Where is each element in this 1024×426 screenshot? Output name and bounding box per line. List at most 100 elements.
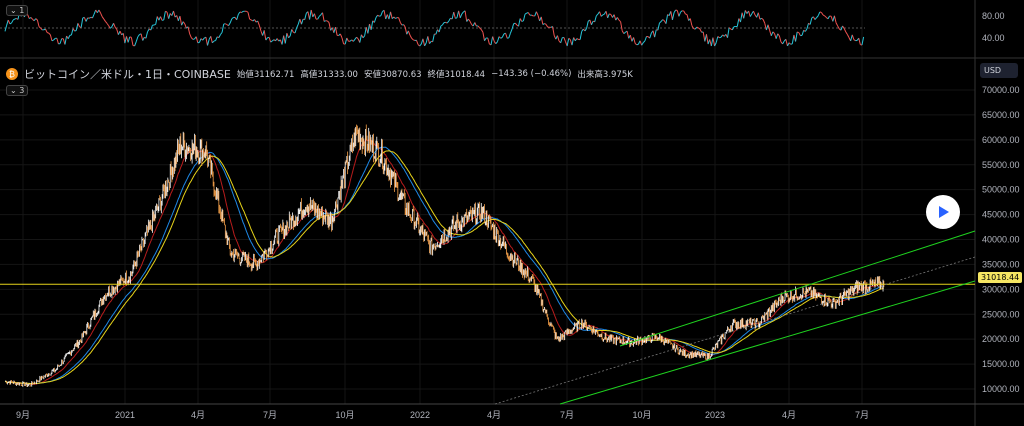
oscillator-segment [451, 11, 455, 20]
volume-value: 出来高3.975K [577, 70, 633, 80]
oscillator-segment [85, 17, 89, 22]
oscillator-segment [140, 33, 144, 41]
oscillator-segment [304, 13, 307, 20]
oscillator-segment [236, 14, 239, 20]
oscillator-segment [633, 37, 636, 44]
oscillator-segment [479, 27, 482, 30]
oscillator-segment [98, 9, 102, 14]
oscillator-segment [273, 39, 276, 42]
oscillator-segment [346, 37, 349, 42]
oscillator-segment [379, 15, 381, 17]
oscillator-segment [788, 42, 792, 45]
oscillator-segment [626, 30, 630, 39]
oscillator-segment [508, 33, 511, 39]
oscillator-segment [390, 11, 393, 19]
oscillator-segment [524, 12, 527, 15]
oscillator-segment [130, 37, 134, 46]
oscillator-segment [284, 33, 288, 44]
oscillator-segment [352, 39, 356, 42]
oscillator-segment [814, 17, 818, 20]
oscillator-toggle[interactable]: ⌄ 1 [6, 5, 29, 16]
oscillator-segment [297, 18, 301, 25]
last-price-label: 31018.44 [978, 272, 1023, 283]
oscillator-segment [812, 16, 816, 20]
ma-slow-line [4, 150, 885, 385]
price-tick-label: 65000.00 [982, 110, 1020, 120]
oscillator-segment [72, 28, 76, 32]
oscillator-segment [160, 16, 163, 21]
oscillator-segment [490, 36, 494, 45]
oscillator-segment [797, 31, 799, 34]
oscillator-segment [210, 36, 213, 43]
oscillator-segment [440, 24, 443, 27]
oscillator-segment [370, 20, 374, 30]
oscillator-segment [600, 14, 604, 17]
oscillator-segment [93, 9, 97, 15]
price-tick-label: 30000.00 [982, 284, 1020, 294]
oscillator-segment [715, 36, 719, 43]
oscillator-segment [665, 14, 669, 24]
oscillator-segment [484, 37, 487, 41]
oscillator-segment [237, 11, 241, 15]
oscillator-segment [639, 40, 643, 46]
oscillator-segment [777, 33, 780, 37]
bitcoin-icon: ₿ [6, 68, 18, 80]
currency-button[interactable]: USD [980, 63, 1018, 78]
oscillator-segment [689, 18, 693, 26]
oscillator-segment [526, 12, 529, 14]
oscillator-segment [36, 19, 40, 27]
oscillator-segment [497, 36, 500, 42]
oscillator-segment [671, 12, 675, 20]
oscillator-segment [181, 21, 184, 26]
oscillator-segment [727, 27, 730, 38]
oscillator-segment [511, 23, 515, 30]
oscillator-segment [453, 11, 456, 19]
oscillator-segment [566, 38, 570, 47]
oscillator-segment [213, 40, 216, 42]
oscillator-segment [702, 31, 706, 42]
oscillator-segment [339, 33, 343, 38]
oscillator-segment [843, 28, 847, 33]
oscillator-segment [134, 41, 137, 47]
oscillator-segment [456, 10, 460, 18]
oscillator-segment [129, 36, 132, 38]
oscillator-segment [641, 42, 644, 46]
oscillator-segment [322, 12, 325, 22]
oscillator-segment [534, 11, 537, 17]
oscillator-segment [70, 28, 74, 36]
oscillator-segment [576, 38, 579, 40]
oscillator-tick-label: 80.00 [982, 11, 1005, 21]
oscillator-segment [409, 34, 413, 39]
oscillator-segment [161, 19, 164, 21]
oscillator-segment [182, 21, 186, 25]
oscillator-segment [207, 39, 210, 46]
price-tick-label: 60000.00 [982, 135, 1020, 145]
indicators-toggle[interactable]: ⌄ 3 [6, 85, 29, 96]
oscillator-segment [202, 37, 205, 41]
replay-button[interactable] [926, 195, 960, 229]
oscillator-segment [685, 13, 688, 16]
oscillator-segment [268, 37, 272, 43]
oscillator-segment [155, 16, 158, 25]
price-tick-label: 40000.00 [982, 235, 1020, 245]
oscillator-segment [373, 17, 377, 23]
oscillator-segment [231, 17, 234, 20]
oscillator-segment [535, 11, 539, 16]
oscillator-segment [77, 23, 80, 27]
oscillator-segment [845, 31, 848, 35]
oscillator-segment [27, 14, 30, 19]
oscillator-segment [660, 19, 664, 22]
oscillator-segment [122, 33, 126, 44]
oscillator-segment [461, 11, 464, 15]
oscillator-segment [778, 35, 782, 43]
oscillator-segment [106, 23, 110, 27]
oscillator-segment [683, 10, 686, 15]
oscillator-segment [74, 30, 77, 32]
oscillator-segment [367, 23, 370, 34]
symbol-name[interactable]: ビットコイン／米ドル・1日・COINBASE [24, 68, 231, 81]
oscillator-segment [14, 17, 17, 20]
oscillator-segment [432, 33, 435, 42]
oscillator-segment [360, 34, 364, 39]
oscillator-segment [623, 31, 626, 34]
